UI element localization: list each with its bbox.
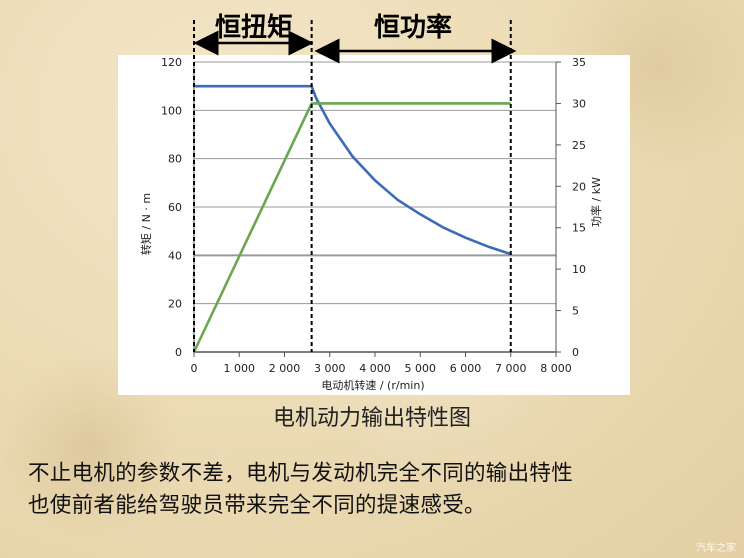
y2-axis-label: 功率 / kW — [589, 177, 603, 227]
x-tick-label: 6 000 — [450, 362, 482, 375]
y2-tick-label: 20 — [572, 180, 586, 193]
power-line — [192, 102, 511, 353]
motor-characteristic-chart: 0 20 40 60 80 100 120 0 5 10 15 20 25 30 35 0 1 000 2 000… — [118, 12, 630, 395]
description-text: 不止电机的参数不差，电机与发动机完全不同的输出特性 也使前者能给驾驶员带来完全不… — [28, 458, 728, 522]
y-tick-label: 40 — [168, 249, 182, 262]
y-axis-label: 转矩 / N · m — [139, 193, 153, 255]
x-tick-label: 0 — [191, 362, 198, 375]
y2-tick-label: 10 — [572, 263, 586, 276]
chart-panel — [118, 55, 630, 395]
x-tick-label: 4 000 — [359, 362, 391, 375]
x-axis-label: 电动机转速 / (r/min) — [321, 378, 424, 392]
x-tick-label: 1 000 — [224, 362, 256, 375]
watermark-text: 汽车之家 — [696, 543, 736, 554]
x-tick-label: 5 000 — [405, 362, 437, 375]
region-markers: 恒扭矩 恒功率 — [193, 12, 517, 352]
y2-tick-label: 15 — [572, 222, 586, 235]
y2-tick-label: 25 — [572, 139, 586, 152]
y2-tick-label: 0 — [572, 346, 579, 359]
y2-tick-label: 30 — [572, 97, 586, 110]
y-tick-label: 20 — [168, 298, 182, 311]
y-tick-label: 80 — [168, 153, 182, 166]
y-tick-label: 60 — [168, 201, 182, 214]
torque-line — [194, 84, 512, 256]
x-tick-label: 3 000 — [314, 362, 346, 375]
description-line-1: 不止电机的参数不差，电机与发动机完全不同的输出特性 — [28, 461, 574, 486]
x-tick-label: 8 000 — [540, 362, 572, 375]
y2-tick-label: 35 — [572, 56, 586, 69]
series — [192, 84, 512, 353]
description-line-2: 也使前者能给驾驶员带来完全不同的提速感受。 — [28, 493, 486, 518]
x-tick-label: 2 000 — [269, 362, 301, 375]
constant-torque-label: 恒扭矩 — [215, 13, 293, 43]
y-tick-label: 100 — [161, 104, 182, 117]
y-tick-label: 0 — [175, 346, 182, 359]
y2-tick-label: 5 — [572, 305, 579, 318]
chart-caption: 电机动力输出特性图 — [272, 406, 471, 431]
constant-power-label: 恒功率 — [374, 12, 452, 43]
axes: 0 20 40 60 80 100 120 0 5 10 15 20 25 30 35 0 1 000 2 000… — [161, 56, 586, 375]
x-tick-label: 7 000 — [495, 362, 527, 375]
y-tick-label: 120 — [161, 56, 182, 69]
